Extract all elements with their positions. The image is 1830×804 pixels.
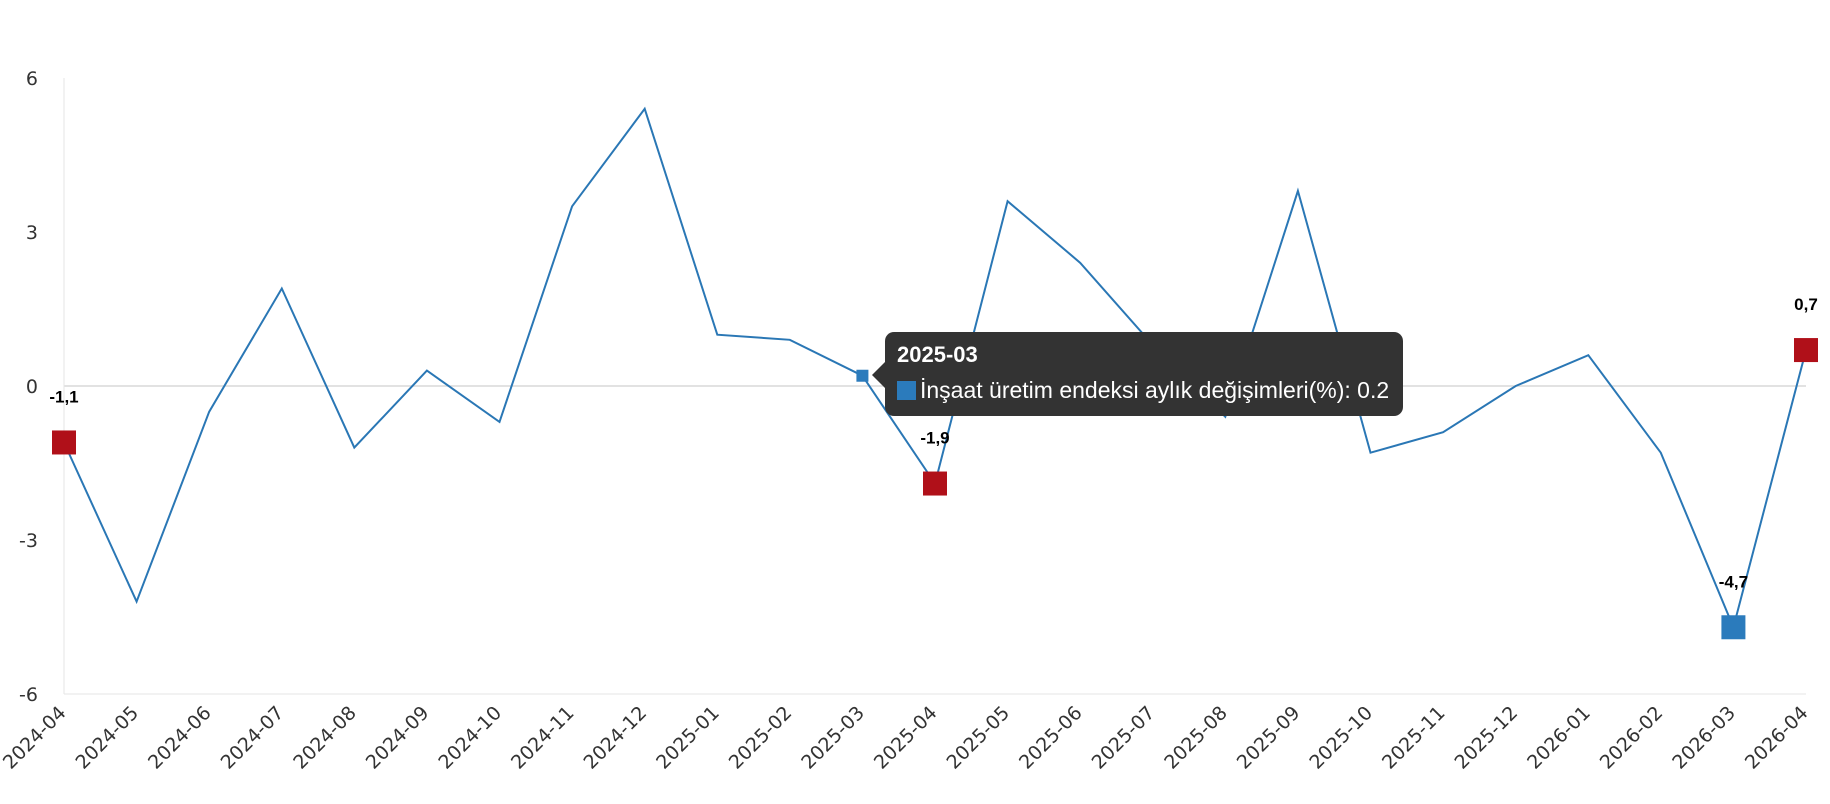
x-tick-label: 2024-12 xyxy=(580,702,652,774)
x-tick-label: 2026-04 xyxy=(1741,702,1813,774)
x-tick-label: 2024-10 xyxy=(434,702,506,774)
x-tick-label: 2025-05 xyxy=(942,702,1014,774)
x-tick-label: 2025-04 xyxy=(870,702,942,774)
y-tick-label: 3 xyxy=(26,222,38,244)
data-labels: -1,1 -1,9 -4,7 0,7 xyxy=(49,295,1817,591)
x-tick-label: 2024-05 xyxy=(71,702,143,774)
x-tick-label: 2024-04 xyxy=(0,702,71,774)
x-tick-label: 2025-11 xyxy=(1378,702,1450,774)
x-tick-label: 2024-08 xyxy=(289,702,361,774)
highlight-marker-2026-04[interactable] xyxy=(1794,338,1818,363)
x-tick-label: 2025-02 xyxy=(725,702,797,774)
y-tick-label: 0 xyxy=(26,376,38,398)
series-color-swatch xyxy=(897,381,916,400)
x-tick-label: 2024-09 xyxy=(362,702,434,774)
highlight-marker-2026-03[interactable] xyxy=(1721,615,1746,640)
x-tick-label: 2025-07 xyxy=(1088,702,1160,774)
x-tick-label: 2025-09 xyxy=(1233,702,1305,774)
y-axis: 6 3 0 -3 -6 xyxy=(19,68,38,706)
y-tick-label: -6 xyxy=(19,684,38,706)
x-tick-label: 2025-12 xyxy=(1451,702,1523,774)
tooltip-text: İnşaat üretim endeksi aylık değişimleri(… xyxy=(920,377,1390,403)
x-tick-label: 2024-06 xyxy=(144,702,216,774)
x-axis: 2024-04 2024-05 2024-06 2024-07 2024-08 2024-… xyxy=(0,702,1813,774)
hovered-point-marker[interactable] xyxy=(856,369,869,382)
x-tick-label: 2025-10 xyxy=(1305,702,1377,774)
data-label-2026-03: -4,7 xyxy=(1719,572,1748,591)
data-points xyxy=(52,338,1818,640)
x-tick-label: 2024-11 xyxy=(507,702,579,774)
data-label-2025-04: -1,9 xyxy=(920,429,949,448)
y-tick-label: -3 xyxy=(19,530,38,552)
x-tick-label: 2025-01 xyxy=(652,702,724,774)
y-tick-label: 6 xyxy=(26,68,38,90)
x-tick-label: 2026-03 xyxy=(1668,702,1740,774)
tooltip-arrow xyxy=(872,362,885,388)
data-label-2024-04: -1,1 xyxy=(49,387,78,406)
x-tick-label: 2026-02 xyxy=(1596,702,1668,774)
data-label-2026-04: 0,7 xyxy=(1794,295,1818,314)
x-tick-label: 2025-08 xyxy=(1160,702,1232,774)
x-tick-label: 2026-01 xyxy=(1523,702,1595,774)
x-tick-label: 2025-06 xyxy=(1015,702,1087,774)
highlight-marker-2025-04[interactable] xyxy=(923,471,947,496)
tooltip-title: 2025-03 xyxy=(897,342,978,367)
highlight-marker-2024-04[interactable] xyxy=(52,430,76,455)
tooltip: 2025-03 İnşaat üretim endeksi aylık deği… xyxy=(872,332,1404,416)
x-tick-label: 2025-03 xyxy=(797,702,869,774)
x-tick-label: 2024-07 xyxy=(217,702,289,774)
tooltip-row: İnşaat üretim endeksi aylık değişimleri(… xyxy=(897,377,1389,404)
